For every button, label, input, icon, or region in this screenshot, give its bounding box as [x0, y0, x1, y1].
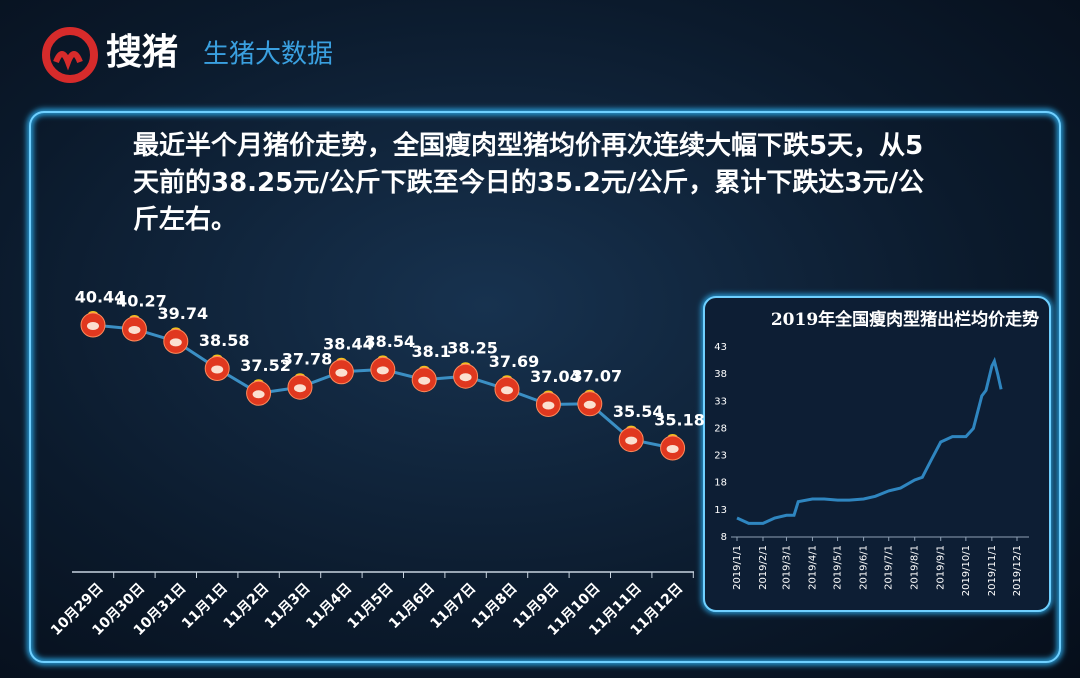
pig-snout [542, 401, 555, 410]
x-tick-label: 2019/3/1 [781, 545, 792, 590]
data-label: 37.52 [240, 356, 291, 375]
brand-subtitle: 生猪大数据 [203, 40, 333, 70]
pig-snout [211, 365, 224, 374]
data-label: 40.44 [75, 288, 126, 307]
y-tick-label: 13 [714, 505, 727, 516]
y-tick-label: 28 [714, 423, 727, 434]
data-label: 38.44 [323, 334, 374, 353]
logo [42, 27, 98, 83]
x-tick-label: 2019/7/1 [884, 545, 895, 590]
x-tick-label: 2019/11/1 [987, 545, 998, 596]
data-label: 38.25 [447, 339, 498, 358]
data-label: 40.27 [116, 291, 167, 310]
pig-snout [625, 436, 638, 445]
pig-snout [335, 368, 348, 377]
pig-snout [501, 386, 513, 395]
x-tick-label: 2019/4/1 [807, 545, 818, 590]
x-tick-label: 2019/12/1 [1012, 545, 1023, 596]
y-tick-label: 18 [714, 478, 727, 489]
x-tick-label: 2019/10/1 [961, 545, 972, 596]
data-label: 37.04 [530, 367, 581, 386]
price-line [736, 356, 1003, 525]
data-label: 38.1 [411, 342, 450, 361]
pig-snout [583, 400, 596, 409]
data-label: 35.54 [613, 402, 664, 421]
x-tick-label: 2019/2/1 [758, 545, 769, 590]
data-label: 37.78 [282, 350, 333, 369]
pig-snout [294, 384, 306, 393]
y-tick-label: 23 [714, 451, 727, 462]
pig-snout [666, 445, 679, 453]
pig-snout [376, 366, 389, 375]
data-label: 37.69 [489, 352, 540, 371]
data-label: 35.18 [654, 411, 705, 430]
inset-title: 2019年全国瘦肉型猪出栏均价走势 [770, 310, 1040, 330]
y-tick-label: 8 [721, 532, 727, 543]
pig-snout [418, 376, 431, 385]
pig-snout [128, 325, 141, 334]
x-tick-label: 2019/6/1 [859, 545, 870, 590]
headline: 最近半个月猪价走势，全国瘦肉型猪均价再次连续大幅下跌5天，从5天前的38.25元… [133, 131, 924, 235]
brand: 搜猪 [106, 31, 178, 73]
inset-frame [703, 296, 1051, 612]
pig-snout [87, 322, 99, 330]
data-label: 38.58 [199, 331, 250, 350]
data-label: 38.54 [364, 332, 415, 351]
x-tick-label: 2019/8/1 [910, 545, 921, 590]
data-label: 39.74 [157, 304, 208, 323]
x-tick-label: 2019/1/1 [732, 545, 743, 590]
y-tick-label: 33 [714, 396, 727, 407]
pig-snout [169, 338, 182, 347]
pig-snout [459, 373, 472, 382]
x-tick-label: 2019/9/1 [936, 545, 947, 590]
data-label: 37.07 [571, 366, 622, 385]
x-tick-label: 2019/5/1 [833, 545, 844, 590]
y-tick-label: 38 [714, 369, 727, 380]
y-tick-label: 43 [714, 342, 727, 353]
frame [29, 111, 1061, 663]
pig-snout [252, 390, 265, 399]
